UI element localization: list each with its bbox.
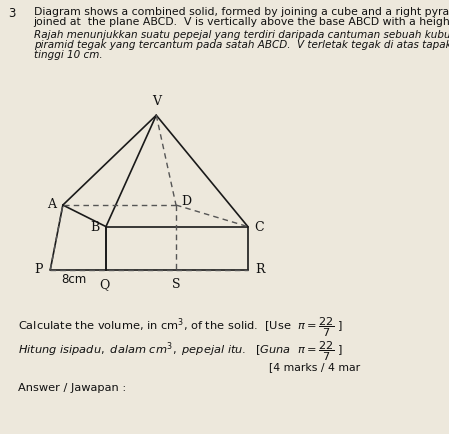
Text: 3: 3 [8,7,15,20]
Text: [4 marks / 4 mar: [4 marks / 4 mar [269,361,361,371]
Text: 8cm: 8cm [61,273,86,286]
Text: joined at  the plane ABCD.  V is vertically above the base ABCD with a height of: joined at the plane ABCD. V is verticall… [34,17,449,27]
Text: C: C [254,220,264,233]
Text: Rajah menunjukkan suatu pepejal yang terdiri daripada cantuman sebuah kubus dan : Rajah menunjukkan suatu pepejal yang ter… [34,30,449,39]
Text: B: B [91,220,100,233]
Text: S: S [172,277,181,290]
Text: D: D [181,194,192,207]
Text: Q: Q [100,277,110,290]
Text: Diagram shows a combined solid, formed by joining a cube and a right pyramid whi: Diagram shows a combined solid, formed b… [34,7,449,16]
Text: piramid tegak yang tercantum pada satah ABCD.  V terletak tegak di atas tapak AB: piramid tegak yang tercantum pada satah … [34,40,449,50]
Text: tinggi 10 cm.: tinggi 10 cm. [34,50,102,60]
Text: A: A [47,197,56,210]
Text: Calculate the volume, in cm$^3$, of the solid.  [Use  $\pi = \dfrac{22}{7}$ ]: Calculate the volume, in cm$^3$, of the … [18,315,343,338]
Text: Answer / Jawapan :: Answer / Jawapan : [18,382,126,392]
Text: $\it{Hitung\ isipadu,\ dalam\ cm^3,\ pepejal\ itu.\ \ [Guna\ \ \pi = \dfrac{22}{: $\it{Hitung\ isipadu,\ dalam\ cm^3,\ pep… [18,339,343,362]
Text: V: V [152,95,161,108]
Text: P: P [35,263,43,276]
Text: R: R [255,263,264,276]
